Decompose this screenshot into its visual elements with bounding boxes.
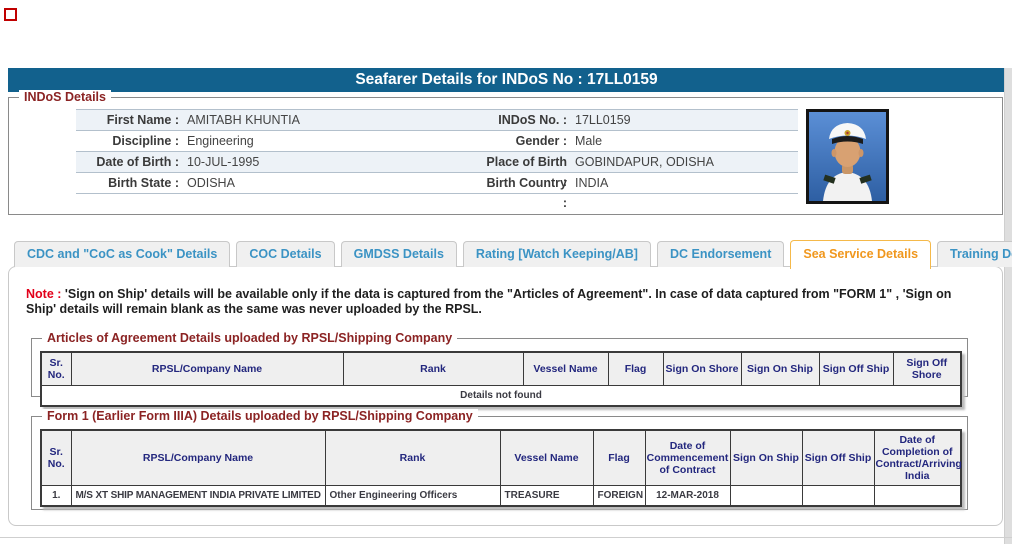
detail-row: Discipline : Engineering Gender : Male xyxy=(76,131,798,152)
field-label: Gender : xyxy=(515,134,567,148)
field-value: 10-JUL-1995 xyxy=(187,155,260,169)
table-header-cell: Vessel Name xyxy=(499,429,594,486)
field-value: Engineering xyxy=(187,134,254,148)
table-header-cell: Rank xyxy=(342,351,524,386)
table-header-cell: RPSL/Company Name xyxy=(70,429,326,486)
detail-row: First Name : AMITABH KHUNTIA INDoS No. :… xyxy=(76,110,798,131)
table-header-cell: Sign Off Ship xyxy=(818,351,894,386)
field-label: INDoS No. : xyxy=(498,113,567,127)
table-cell-commencement-date: 12-MAR-2018 xyxy=(644,485,731,507)
empty-message: Details not found xyxy=(40,385,962,407)
table-header-cell: RPSL/Company Name xyxy=(70,351,344,386)
articles-table: Sr. No. RPSL/Company Name Rank Vessel Na… xyxy=(40,351,962,407)
vertical-scrollbar[interactable] xyxy=(1004,68,1012,544)
table-header-cell: Vessel Name xyxy=(522,351,609,386)
indos-details-legend: INDoS Details xyxy=(19,90,111,104)
tab-sea-service-details[interactable]: Sea Service Details xyxy=(790,240,932,269)
field-value: GOBINDAPUR, ODISHA xyxy=(575,155,714,169)
table-header-cell: Sign On Ship xyxy=(729,429,803,486)
table-header-cell: Date of Commencement of Contract xyxy=(644,429,731,486)
frame-bottom-divider xyxy=(0,537,1012,538)
table-header-cell: Date of Completion of Contract/Arriving … xyxy=(873,429,962,486)
table-header-cell: Rank xyxy=(324,429,501,486)
table-header-cell: Sr. No. xyxy=(40,351,72,386)
tab-cdc-coc-cook-details[interactable]: CDC and "CoC as Cook" Details xyxy=(14,241,231,267)
indos-details-fieldset: INDoS Details First Name : AMITABH KHUNT… xyxy=(8,90,1003,215)
field-label: Place of Birth : xyxy=(486,155,567,189)
note-body: 'Sign on Ship' details will be available… xyxy=(26,287,952,316)
articles-legend: Articles of Agreement Details uploaded b… xyxy=(42,331,458,345)
table-cell-rank: Other Engineering Officers xyxy=(324,485,501,507)
indos-details-rows: First Name : AMITABH KHUNTIA INDoS No. :… xyxy=(76,109,798,210)
table-cell-company: M/S XT SHIP MANAGEMENT INDIA PRIVATE LIM… xyxy=(70,485,326,507)
form1-legend: Form 1 (Earlier Form IIIA) Details uploa… xyxy=(42,409,478,423)
field-label: Birth State : xyxy=(108,176,179,190)
page-title: Seafarer Details for INDoS No : 17LL0159 xyxy=(355,71,658,88)
field-value: Male xyxy=(575,134,603,148)
tab-training-details[interactable]: Training Details xyxy=(937,241,1012,267)
seafarer-photo xyxy=(806,109,889,204)
seafarer-photo-graphic xyxy=(809,112,886,201)
note-text: Note : 'Sign on Ship' details will be av… xyxy=(26,287,984,317)
table-cell-vessel: TREASURE xyxy=(499,485,594,507)
table-cell-sr-no: 1. xyxy=(40,485,72,507)
page-title-bar: Seafarer Details for INDoS No : 17LL0159 xyxy=(8,68,1005,92)
broken-image-icon xyxy=(4,8,17,21)
field-label: Discipline : xyxy=(112,134,179,148)
table-cell-sign-off-ship xyxy=(801,485,875,507)
field-label: Date of Birth : xyxy=(96,155,179,169)
table-header-cell: Sr. No. xyxy=(40,429,72,486)
tabs-bar: CDC and "CoC as Cook" Details COC Detail… xyxy=(14,240,1012,269)
tab-panel: Note : 'Sign on Ship' details will be av… xyxy=(8,266,1003,526)
field-label: Birth Country : xyxy=(486,176,567,210)
tab-rating-watch-keeping[interactable]: Rating [Watch Keeping/AB] xyxy=(462,241,651,267)
field-label: First Name : xyxy=(106,113,179,127)
form1-table: Sr. No. RPSL/Company Name Rank Vessel Na… xyxy=(40,429,962,507)
table-row: 1. M/S XT SHIP MANAGEMENT INDIA PRIVATE … xyxy=(40,485,962,507)
table-cell-flag: FOREIGN xyxy=(592,485,646,507)
field-value: 17LL0159 xyxy=(575,113,631,127)
form1-fieldset: Form 1 (Earlier Form IIIA) Details uploa… xyxy=(31,409,968,510)
note-prefix: Note : xyxy=(26,287,62,301)
table-cell-completion-date xyxy=(873,485,962,507)
field-value: INDIA xyxy=(575,176,609,190)
table-header-cell: Sign Off Shore xyxy=(892,351,962,386)
tab-coc-details[interactable]: COC Details xyxy=(236,241,335,267)
tab-dc-endorsement[interactable]: DC Endorsement xyxy=(656,241,785,267)
field-value: AMITABH KHUNTIA xyxy=(187,113,300,127)
detail-row: Date of Birth : 10-JUL-1995 Place of Bir… xyxy=(76,152,798,189)
table-header-cell: Sign On Ship xyxy=(740,351,820,386)
table-row: Details not found xyxy=(40,385,962,407)
articles-fieldset: Articles of Agreement Details uploaded b… xyxy=(31,331,968,407)
detail-row: Birth State : ODISHA Birth Country : IND… xyxy=(76,173,798,210)
tab-gmdss-details[interactable]: GMDSS Details xyxy=(340,241,457,267)
table-header-cell: Sign Off Ship xyxy=(801,429,875,486)
table-header-cell: Sign On Shore xyxy=(662,351,742,386)
table-header-cell: Flag xyxy=(592,429,646,486)
table-header-cell: Flag xyxy=(607,351,664,386)
field-value: ODISHA xyxy=(187,176,235,190)
table-cell-sign-on-ship xyxy=(729,485,803,507)
